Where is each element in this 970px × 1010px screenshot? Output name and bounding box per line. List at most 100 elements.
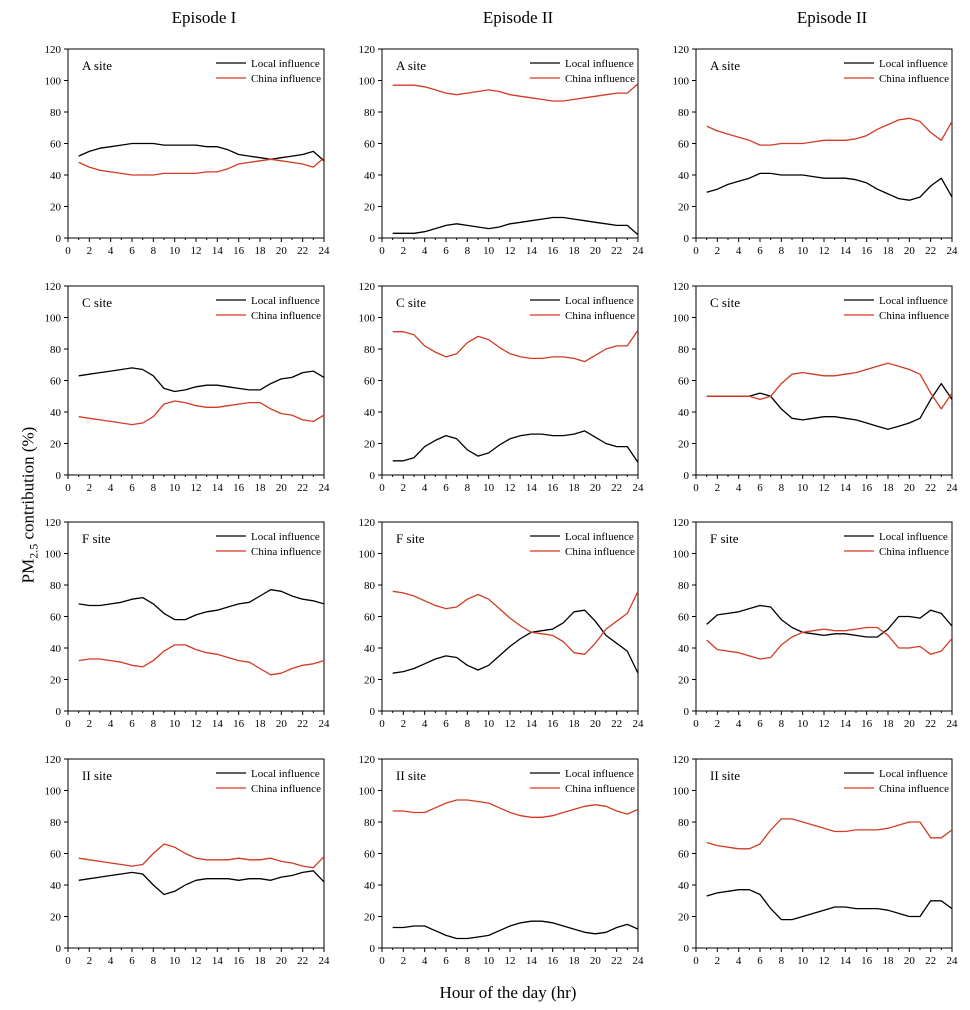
x-tick-label: 8	[779, 482, 785, 494]
x-tick-label: 18	[569, 718, 581, 730]
x-tick-label: 24	[319, 482, 331, 494]
series-line-china	[392, 329, 639, 363]
y-tick-label: 40	[364, 643, 376, 655]
x-tick-label: 12	[191, 482, 202, 494]
legend-label: Local influence	[879, 58, 948, 70]
x-tick-label: 12	[191, 718, 202, 730]
column-title-episode-2: Episode II	[482, 8, 554, 27]
x-tick-label: 8	[151, 482, 157, 494]
y-tick-label: 120	[673, 754, 690, 766]
y-tick-label: 20	[678, 202, 690, 214]
x-tick-label: 18	[255, 718, 267, 730]
x-tick-label: 2	[715, 245, 721, 257]
series-line-china	[78, 644, 325, 676]
y-tick-label: 20	[364, 202, 376, 214]
series-line-china	[706, 362, 953, 410]
series-line-local	[392, 920, 639, 940]
series-line-china	[392, 590, 639, 655]
y-tick-label: 100	[359, 313, 376, 325]
x-tick-label: 14	[840, 718, 852, 730]
x-tick-label: 24	[319, 955, 331, 967]
y-tick-label: 60	[50, 376, 62, 388]
y-tick-label: 120	[359, 44, 376, 56]
y-tick-label: 120	[673, 517, 690, 529]
y-tick-label: 20	[678, 439, 690, 451]
legend-label: China influence	[251, 546, 321, 558]
legend-label: Local influence	[879, 531, 948, 543]
x-tick-label: 6	[757, 718, 763, 730]
x-tick-label: 20	[904, 245, 916, 257]
x-tick-label: 20	[904, 955, 916, 967]
series-line-local	[78, 589, 325, 621]
x-tick-label: 14	[212, 482, 224, 494]
x-tick-label: 22	[925, 718, 936, 730]
x-tick-label: 4	[422, 482, 428, 494]
x-tick-label: 0	[693, 718, 699, 730]
x-tick-label: 0	[379, 955, 385, 967]
x-tick-label: 16	[547, 245, 559, 257]
x-tick-label: 6	[443, 718, 449, 730]
x-tick-label: 12	[505, 718, 516, 730]
x-tick-label: 14	[526, 718, 538, 730]
x-tick-label: 10	[169, 718, 181, 730]
x-tick-label: 20	[276, 482, 288, 494]
x-tick-label: 12	[505, 245, 516, 257]
column-title-episode-3: Episode II	[796, 8, 868, 27]
site-label: A site	[710, 58, 740, 73]
x-tick-label: 20	[590, 245, 602, 257]
y-tick-label: 40	[364, 880, 376, 892]
y-tick-label: 80	[364, 344, 376, 356]
y-tick-label: 20	[678, 675, 690, 687]
x-tick-label: 6	[129, 955, 135, 967]
x-tick-label: 24	[947, 482, 959, 494]
legend-label: China influence	[565, 783, 635, 795]
x-tick-label: 18	[883, 482, 895, 494]
y-tick-label: 100	[45, 313, 62, 325]
y-tick-label: 80	[364, 107, 376, 119]
x-tick-label: 18	[255, 955, 267, 967]
y-tick-label: 40	[50, 407, 62, 419]
x-tick-label: 4	[422, 955, 428, 967]
x-tick-label: 10	[169, 955, 181, 967]
legend-label: China influence	[879, 783, 949, 795]
x-tick-label: 0	[693, 245, 699, 257]
y-tick-label: 0	[684, 233, 690, 245]
x-tick-label: 16	[233, 718, 245, 730]
x-tick-label: 6	[757, 955, 763, 967]
y-tick-label: 0	[370, 470, 376, 482]
y-tick-label: 60	[678, 849, 690, 861]
x-tick-label: 6	[757, 245, 763, 257]
legend-label: Local influence	[565, 58, 634, 70]
y-tick-label: 60	[678, 376, 690, 388]
x-tick-label: 14	[212, 955, 224, 967]
x-tick-label: 10	[797, 718, 809, 730]
x-tick-label: 10	[483, 955, 495, 967]
x-tick-label: 22	[297, 245, 308, 257]
x-tick-label: 10	[797, 955, 809, 967]
x-tick-label: 14	[212, 718, 224, 730]
y-tick-label: 120	[673, 281, 690, 293]
legend-label: China influence	[251, 783, 321, 795]
legend-label: China influence	[565, 73, 635, 85]
y-tick-label: 80	[364, 817, 376, 829]
x-tick-label: 12	[819, 245, 830, 257]
x-tick-label: 8	[779, 718, 785, 730]
legend-label: Local influence	[251, 295, 320, 307]
site-label: II site	[82, 768, 112, 783]
x-tick-label: 16	[861, 482, 873, 494]
y-tick-label: 120	[673, 44, 690, 56]
x-tick-label: 8	[465, 955, 471, 967]
x-tick-label: 24	[633, 718, 645, 730]
x-tick-label: 6	[443, 955, 449, 967]
x-tick-label: 0	[379, 482, 385, 494]
x-tick-label: 2	[715, 955, 721, 967]
x-tick-label: 12	[191, 245, 202, 257]
x-tick-label: 0	[379, 718, 385, 730]
x-tick-label: 4	[422, 245, 428, 257]
